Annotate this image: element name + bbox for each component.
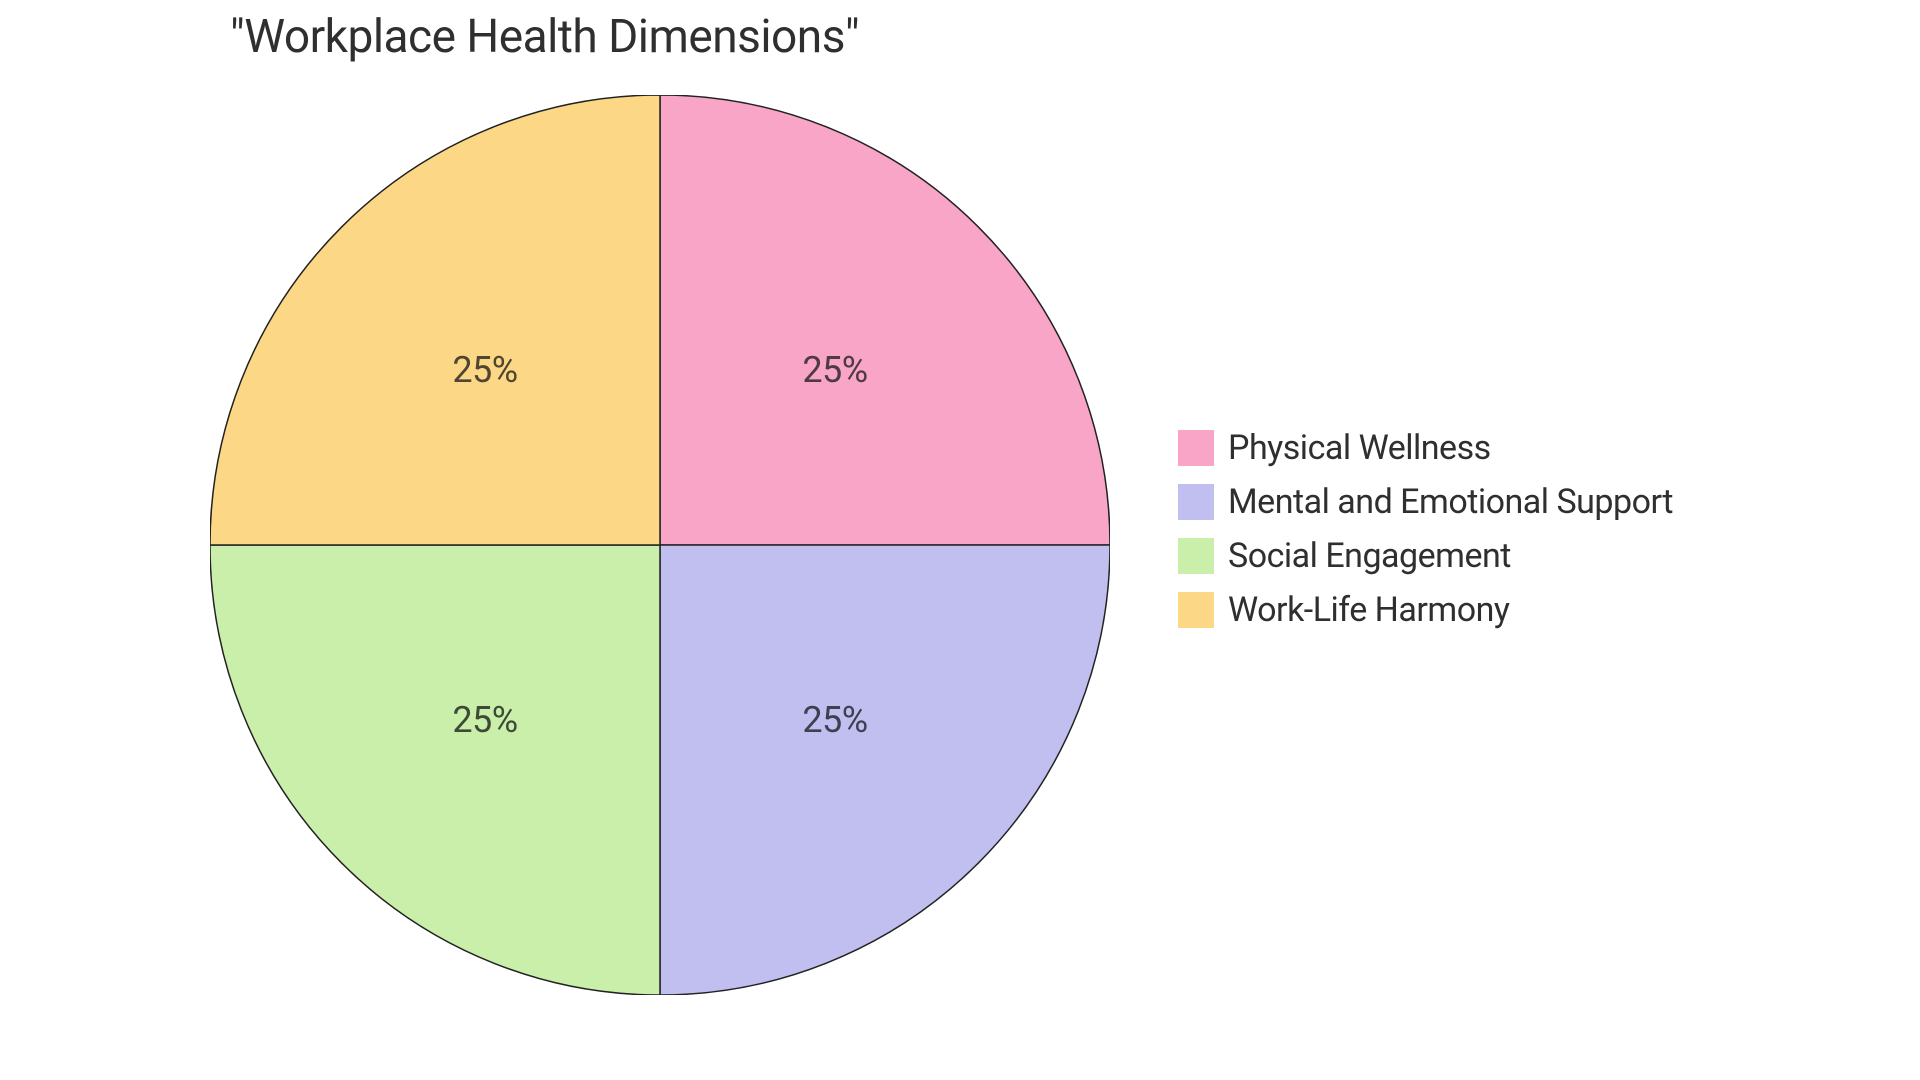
slice-pct-label: 25% <box>452 349 517 391</box>
legend-label: Work-Life Harmony <box>1228 590 1510 630</box>
legend-item: Mental and Emotional Support <box>1178 482 1673 522</box>
legend-item: Physical Wellness <box>1178 428 1673 468</box>
legend-swatch <box>1178 538 1214 574</box>
pie-chart: 25% 25% 25% 25% <box>210 95 1110 995</box>
legend-swatch <box>1178 484 1214 520</box>
legend: Physical Wellness Mental and Emotional S… <box>1178 428 1673 630</box>
legend-label: Social Engagement <box>1228 536 1511 576</box>
legend-item: Work-Life Harmony <box>1178 590 1673 630</box>
pie-slice <box>210 545 660 995</box>
pie-slice <box>210 95 660 545</box>
legend-label: Mental and Emotional Support <box>1228 482 1673 522</box>
legend-swatch <box>1178 592 1214 628</box>
slice-pct-label: 25% <box>802 349 867 391</box>
pie-slice <box>660 95 1110 545</box>
pie-slice <box>660 545 1110 995</box>
legend-item: Social Engagement <box>1178 536 1673 576</box>
slice-pct-label: 25% <box>802 699 867 741</box>
legend-swatch <box>1178 430 1214 466</box>
pie-svg <box>210 95 1110 995</box>
chart-title: "Workplace Health Dimensions" <box>230 10 859 64</box>
legend-label: Physical Wellness <box>1228 428 1491 468</box>
slice-pct-label: 25% <box>452 699 517 741</box>
